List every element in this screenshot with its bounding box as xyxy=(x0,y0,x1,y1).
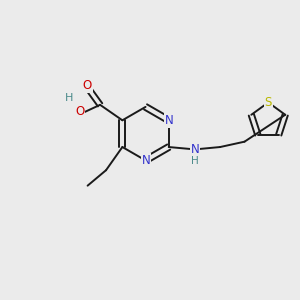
Text: O: O xyxy=(75,106,85,118)
Text: S: S xyxy=(265,96,272,109)
Text: N: N xyxy=(190,143,199,156)
Text: N: N xyxy=(165,114,174,127)
Text: O: O xyxy=(82,79,91,92)
Text: H: H xyxy=(191,156,199,166)
Text: H: H xyxy=(65,93,73,103)
Text: N: N xyxy=(142,154,151,167)
